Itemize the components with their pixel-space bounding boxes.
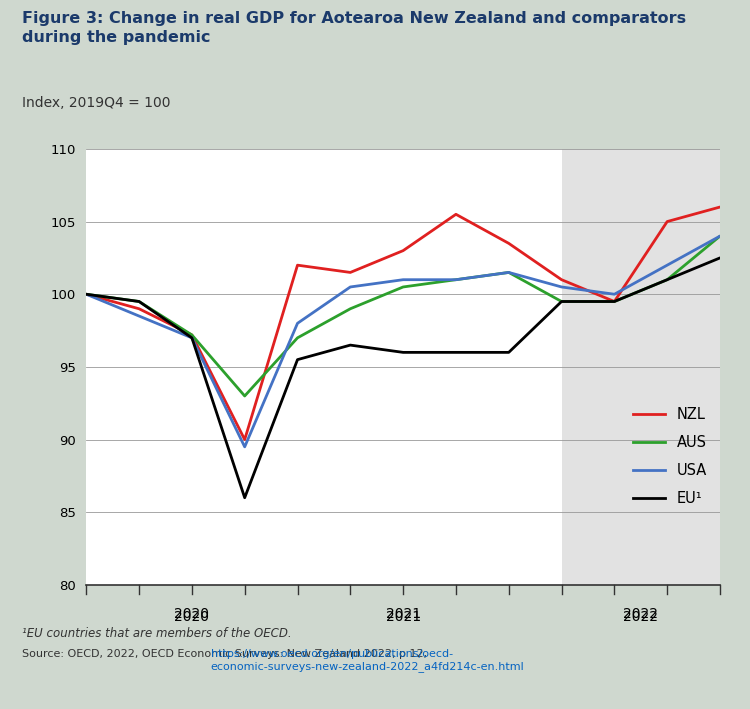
- Text: https://www.oecd.org/en/publications/oecd-
economic-surveys-new-zealand-2022_a4f: https://www.oecd.org/en/publications/oec…: [211, 649, 524, 672]
- Bar: [86, 149, 562, 585]
- Text: 2021: 2021: [386, 607, 421, 620]
- Text: Source: OECD, 2022, OECD Economic Surveys: New Zealand 2022, p 12,: Source: OECD, 2022, OECD Economic Survey…: [22, 649, 431, 659]
- Legend: NZL, AUS, USA, EU¹: NZL, AUS, USA, EU¹: [627, 401, 712, 512]
- Text: 2022: 2022: [623, 610, 658, 624]
- Text: Figure 3: Change in real GDP for Aotearoa New Zealand and comparators
during the: Figure 3: Change in real GDP for Aotearo…: [22, 11, 687, 45]
- Text: 2020: 2020: [174, 610, 209, 624]
- Text: 2020: 2020: [174, 607, 209, 620]
- Text: 2022: 2022: [623, 607, 658, 620]
- Text: ¹EU countries that are members of the OECD.: ¹EU countries that are members of the OE…: [22, 627, 292, 640]
- Text: 2021: 2021: [386, 610, 421, 624]
- Text: Index, 2019Q4 = 100: Index, 2019Q4 = 100: [22, 96, 171, 110]
- Bar: [562, 149, 720, 585]
